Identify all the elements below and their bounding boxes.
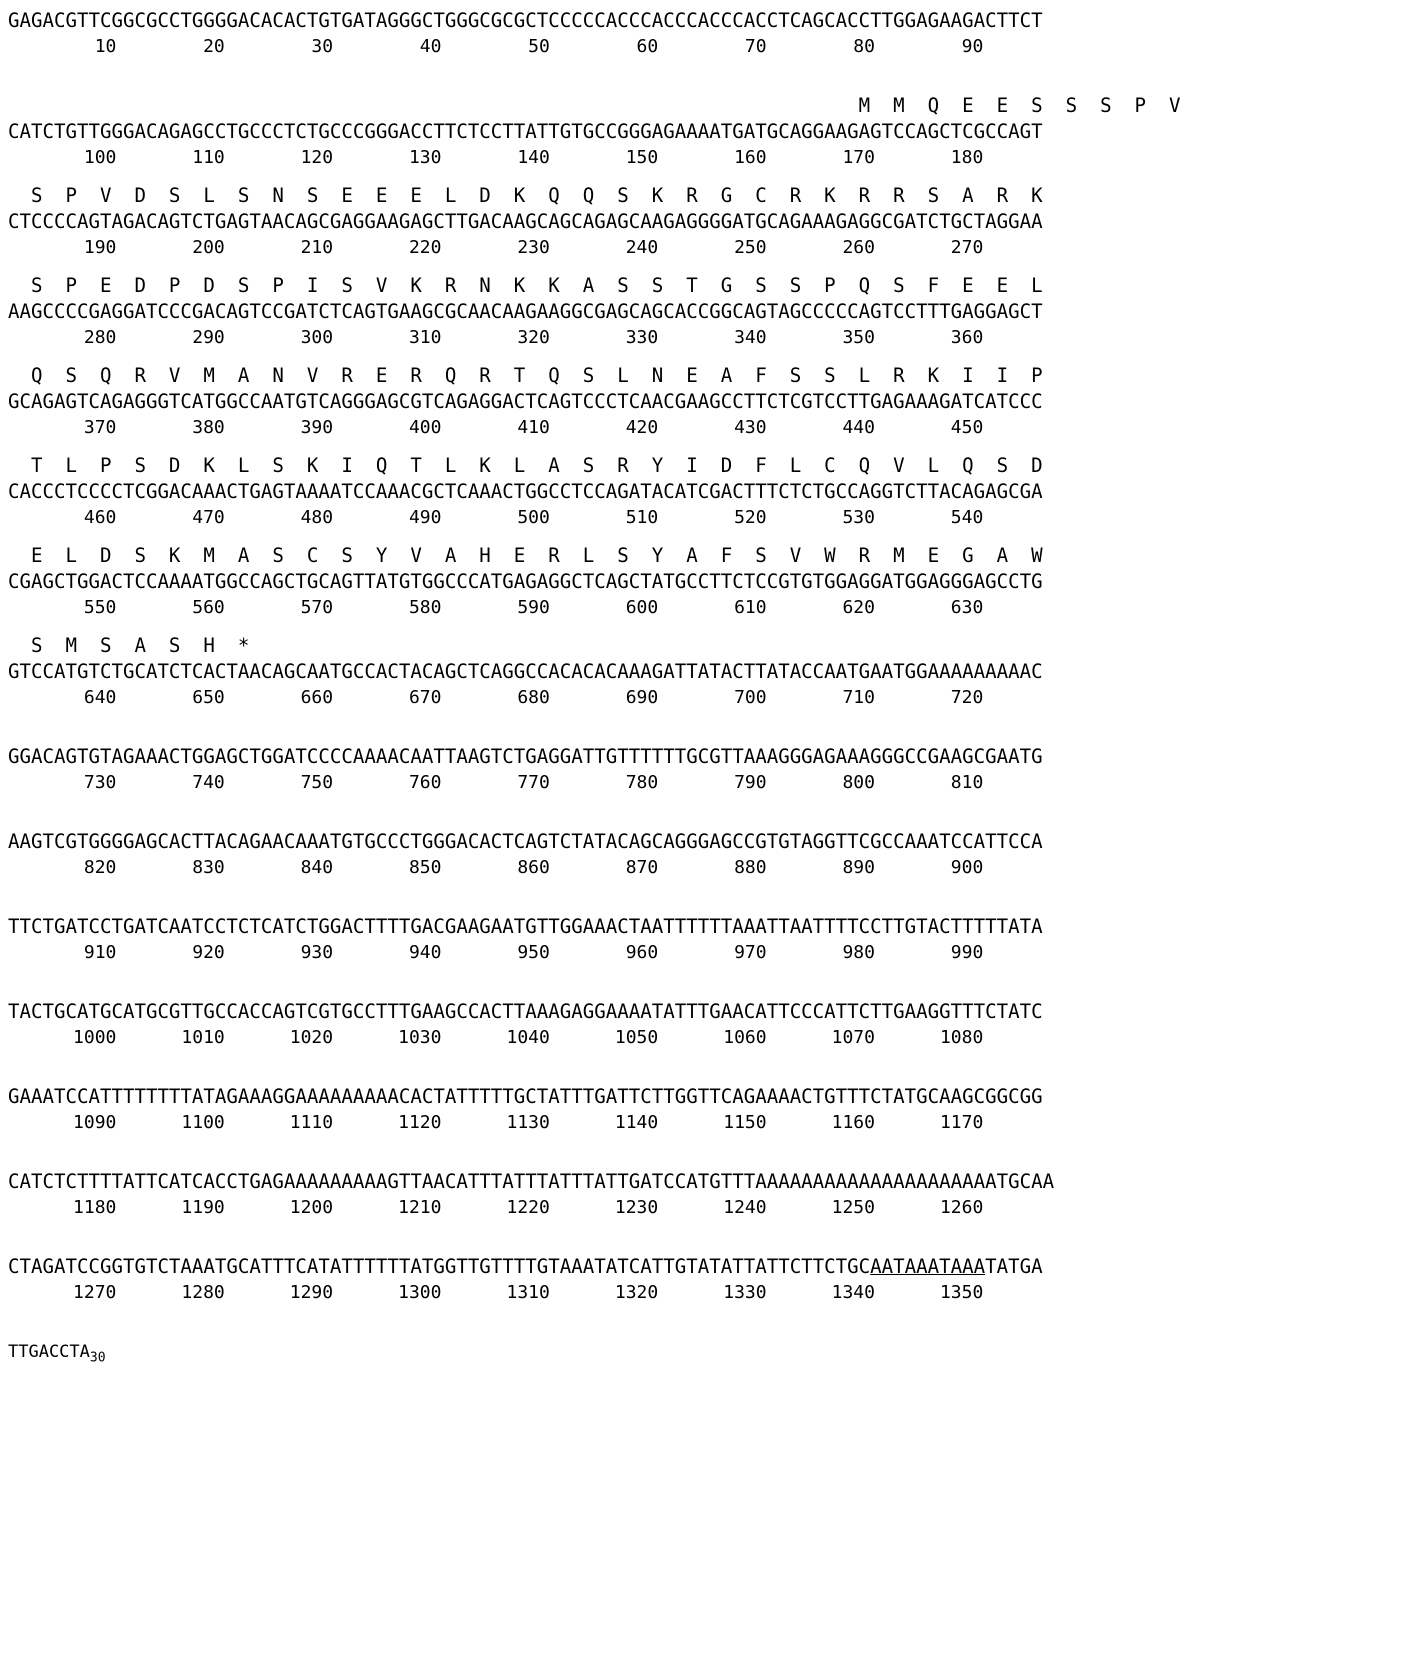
position-ruler: 640 650 660 670 680 690 700 710 720 [8,687,984,708]
amino-acid-line-with-stop: S M S A S H * [8,634,250,657]
block-spacer [8,261,1404,273]
sequence-block: T L P S D K L S K I Q T L K L A S R Y I … [8,453,1404,531]
position-ruler: 910 920 930 940 950 960 970 980 990 [8,942,984,963]
amino-acid-line: E L D S K M A S C S Y V A H E R L S Y A … [8,544,1043,567]
nucleotide-line: CATCTCTTTTATTCATCACCTGAGAAAAAAAAAGTTAACA… [8,1170,1055,1193]
sequence-block: S M S A S H * GTCCATGTCTGCATCTCACTAACAGC… [8,633,1404,711]
nucleotide-line: CACCCTCCCCTCGGACAAACTGAGTAAAATCCAAACGCTC… [8,480,1043,503]
position-ruler: 280 290 300 310 320 330 340 350 360 [8,327,984,348]
block-spacer [8,531,1404,543]
sequence-block: S P V D S L S N S E E E L D K Q Q S K R … [8,183,1404,261]
block-spacer [8,1136,1404,1169]
position-ruler: 1000 1010 1020 1030 1040 1050 1060 1070 … [8,1027,984,1048]
nucleotide-line: GAGACGTTCGGCGCCTGGGGACACACTGTGATAGGGCTGG… [8,9,1043,32]
poly-a-tail-block: TTGACCTA30 [8,1339,1404,1371]
position-ruler: 190 200 210 220 230 240 250 260 270 [8,237,984,258]
block-spacer [8,881,1404,914]
block-spacer [8,1221,1404,1254]
amino-acid-line: Q S Q R V M A N V R E R Q R T Q S L N E … [8,364,1043,387]
block-spacer [8,966,1404,999]
polyadenylation-signal: AATAAATAAA [870,1255,986,1278]
nucleotide-line: GAAATCCATTTTTTTTATAGAAAGGAAAAAAAAACACTAT… [8,1085,1043,1108]
poly-a-tail-line: TTGACCTA30 [8,1339,1404,1371]
block-spacer [8,1051,1404,1084]
block-spacer [8,60,1404,93]
position-ruler: 1270 1280 1290 1300 1310 1320 1330 1340 … [8,1282,984,1303]
position-ruler: 460 470 480 490 500 510 520 530 540 [8,507,984,528]
amino-acid-line: M M Q E E S S S P V [8,94,1181,117]
sequence-block: AAGTCGTGGGGAGCACTTACAGAACAAATGTGCCCTGGGA… [8,829,1404,881]
amino-acid-line: S P E D P D S P I S V K R N K K A S S T … [8,274,1043,297]
nucleotide-line: AAGTCGTGGGGAGCACTTACAGAACAAATGTGCCCTGGGA… [8,830,1043,853]
sequence-block: GAAATCCATTTTTTTTATAGAAAGGAAAAAAAAACACTAT… [8,1084,1404,1136]
block-spacer [8,796,1404,829]
sequence-block: TTCTGATCCTGATCAATCCTCTCATCTGGACTTTTGACGA… [8,914,1404,966]
position-ruler: 820 830 840 850 860 870 880 890 900 [8,857,984,878]
amino-acid-line: T L P S D K L S K I Q T L K L A S R Y I … [8,454,1043,477]
nucleotide-line: CATCTGTTGGGACAGAGCCTGCCCTCTGCCCGGGACCTTC… [8,120,1043,143]
sequence-block: CATCTCTTTTATTCATCACCTGAGAAAAAAAAAGTTAACA… [8,1169,1404,1221]
tail-sequence: TTGACCTA [8,1342,90,1362]
nucleotide-line: GGACAGTGTAGAAACTGGAGCTGGATCCCCAAAACAATTA… [8,745,1043,768]
block-spacer [8,441,1404,453]
tail-subscript: 30 [89,1350,106,1366]
nucleotide-line: GTCCATGTCTGCATCTCACTAACAGCAATGCCACTACAGC… [8,660,1043,683]
sequence-block: Q S Q R V M A N V R E R Q R T Q S L N E … [8,363,1404,441]
nucleotide-line: TTCTGATCCTGATCAATCCTCTCATCTGGACTTTTGACGA… [8,915,1043,938]
sequence-block: GAGACGTTCGGCGCCTGGGGACACACTGTGATAGGGCTGG… [8,8,1404,60]
position-ruler: 100 110 120 130 140 150 160 170 180 [8,147,984,168]
nucleotide-line: TACTGCATGCATGCGTTGCCACCAGTCGTGCCTTTGAAGC… [8,1000,1043,1023]
position-ruler: 1180 1190 1200 1210 1220 1230 1240 1250 … [8,1197,984,1218]
sequence-block-polya-signal: CTAGATCCGGTGTCTAAATGCATTTCATATTTTTTATGGT… [8,1254,1404,1306]
nucleotide-line: GCAGAGTCAGAGGGTCATGGCCAATGTCAGGGAGCGTCAG… [8,390,1043,413]
nucleotide-segment-post: TATGA [985,1255,1043,1278]
sequence-block: M M Q E E S S S P V CATCTGTTGGGACAGAGCCT… [8,93,1404,171]
sequence-block: GGACAGTGTAGAAACTGGAGCTGGATCCCCAAAACAATTA… [8,744,1404,796]
nucleotide-line: CGAGCTGGACTCCAAAATGGCCAGCTGCAGTTATGTGGCC… [8,570,1043,593]
position-ruler: 1090 1100 1110 1120 1130 1140 1150 1160 … [8,1112,984,1133]
nucleotide-segment-pre: CTAGATCCGGTGTCTAAATGCATTTCATATTTTTTATGGT… [8,1255,871,1278]
block-spacer [8,351,1404,363]
sequence-block: E L D S K M A S C S Y V A H E R L S Y A … [8,543,1404,621]
block-spacer [8,621,1404,633]
position-ruler: 730 740 750 760 770 780 790 800 810 [8,772,984,793]
block-spacer [8,171,1404,183]
amino-acid-line: S P V D S L S N S E E E L D K Q Q S K R … [8,184,1043,207]
position-ruler: 370 380 390 400 410 420 430 440 450 [8,417,984,438]
sequence-block: TACTGCATGCATGCGTTGCCACCAGTCGTGCCTTTGAAGC… [8,999,1404,1051]
position-ruler: 550 560 570 580 590 600 610 620 630 [8,597,984,618]
block-spacer [8,711,1404,744]
sequence-block: S P E D P D S P I S V K R N K K A S S T … [8,273,1404,351]
nucleotide-line: CTAGATCCGGTGTCTAAATGCATTTCATATTTTTTATGGT… [8,1254,1404,1280]
nucleotide-line: AAGCCCCGAGGATCCCGACAGTCCGATCTCAGTGAAGCGC… [8,300,1043,323]
block-spacer [8,1306,1404,1339]
nucleotide-line: CTCCCCAGTAGACAGTCTGAGTAACAGCGAGGAAGAGCTT… [8,210,1043,233]
position-ruler: 10 20 30 40 50 60 70 80 90 [8,36,984,57]
